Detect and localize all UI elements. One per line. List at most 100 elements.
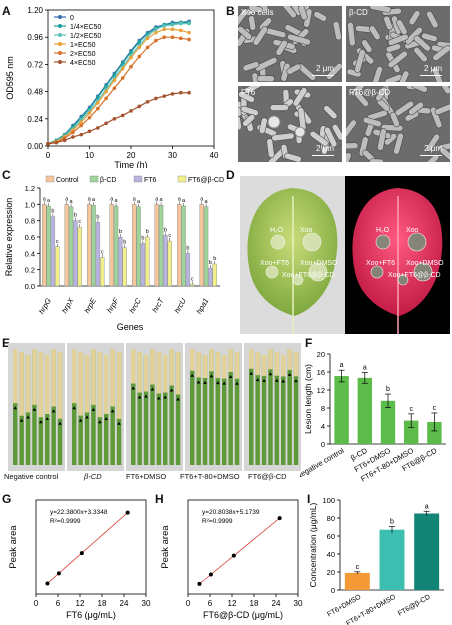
data-point xyxy=(179,21,183,26)
bacterium-cell xyxy=(346,119,357,139)
bacterium-cell xyxy=(387,50,408,69)
data-point xyxy=(145,36,150,41)
bar xyxy=(95,222,101,287)
x-tick-label: 0 xyxy=(186,599,191,608)
bacterium-cell xyxy=(248,15,257,31)
lesion-region xyxy=(156,352,162,394)
significance-letter: b xyxy=(141,236,144,242)
rice-leaf xyxy=(215,352,221,465)
bacterium-cell xyxy=(238,26,253,40)
significance-letter: a xyxy=(178,196,182,202)
lesion-arrow xyxy=(110,409,115,413)
lesion-region xyxy=(32,349,37,405)
legend-label: 1/4×EC50 xyxy=(70,24,101,31)
lesion-region xyxy=(110,349,115,407)
lesion-arrow xyxy=(228,374,233,378)
lesion-arrow xyxy=(190,373,194,377)
lesion-region xyxy=(222,355,227,379)
panel-letter-b: B xyxy=(226,4,235,18)
panel-letter-g: G xyxy=(2,492,12,506)
series-line xyxy=(47,92,190,145)
data-point xyxy=(56,571,61,576)
bacterium-cell xyxy=(372,65,383,82)
bacterium-cell xyxy=(369,6,392,13)
data-point xyxy=(277,516,282,521)
data-point xyxy=(71,135,75,139)
lesion-arrow xyxy=(216,381,220,385)
bar xyxy=(212,263,217,287)
rice-leaf xyxy=(32,349,37,465)
lesion-region xyxy=(274,352,280,376)
lesion-arrow xyxy=(196,380,201,384)
inoculation-spot xyxy=(407,232,427,252)
bar xyxy=(100,257,105,287)
rice-leaf-photos: Negative control β-CD FT6+DMSO FT6+T-80+… xyxy=(4,343,303,483)
lesion-arrow xyxy=(294,379,298,383)
rice-leaf xyxy=(234,352,240,465)
bacterium-cell xyxy=(413,46,428,63)
lesion-region xyxy=(72,349,77,404)
bacterium-cell xyxy=(432,45,450,61)
legend-swatch xyxy=(177,175,187,183)
lesion-region xyxy=(293,352,299,377)
bar xyxy=(208,267,213,287)
y-tick-label: 0.00 xyxy=(27,142,43,151)
bar xyxy=(68,206,74,287)
legend-swatch xyxy=(89,175,99,183)
bacterium-cell xyxy=(238,8,249,27)
bacterium-cell xyxy=(434,103,450,116)
significance-letter: c xyxy=(56,239,59,245)
x-tick-label: 30 xyxy=(294,599,303,608)
significance-letter: a xyxy=(115,198,119,204)
rice-leaf xyxy=(228,349,233,465)
x-tick-label: 20 xyxy=(127,151,136,160)
bacterium-cell xyxy=(353,90,369,107)
leaf-label-h2o: H₂O xyxy=(376,227,390,234)
sem-label-ft6-beta-cd: FT6@β-CD xyxy=(349,88,391,97)
bar xyxy=(414,513,440,590)
lesion-arrow xyxy=(157,396,161,400)
bar xyxy=(357,377,372,444)
legend-label: 2×EC50 xyxy=(70,51,96,58)
lesion-arrow xyxy=(98,420,102,424)
bacterium-cell xyxy=(332,21,342,41)
significance-letter: c xyxy=(433,405,437,412)
significance-letter: a xyxy=(110,196,114,202)
data-point xyxy=(87,115,92,120)
data-point xyxy=(162,27,166,32)
bar xyxy=(46,205,51,287)
legend-label: 1×EC50 xyxy=(70,42,96,49)
bacterium-cell xyxy=(347,21,356,47)
bar xyxy=(87,204,92,287)
y-tick-label: 0.4 xyxy=(25,249,35,258)
rice-leaf xyxy=(91,349,96,465)
regression-equation: y=22.3800x+3.3348 xyxy=(50,509,108,516)
x-tick-label: 24 xyxy=(120,599,129,608)
y-tick-label: 0 xyxy=(321,440,325,449)
y-tick-label: 0.0 xyxy=(25,282,35,291)
scale-label: 2 μm xyxy=(424,144,442,153)
legend-label: FT6@β-CD xyxy=(188,177,224,184)
data-point xyxy=(187,37,191,42)
data-point xyxy=(96,126,100,130)
bar xyxy=(122,247,127,287)
rice-leaf xyxy=(209,349,214,465)
data-point xyxy=(71,130,75,135)
inoculation-spot xyxy=(413,262,433,282)
lesion-region xyxy=(261,355,267,376)
lesion-region xyxy=(78,352,83,416)
data-point xyxy=(162,24,166,28)
bacterium-cell xyxy=(271,132,295,142)
data-point xyxy=(154,96,158,101)
bacterium-cell xyxy=(286,63,302,75)
legend-marker xyxy=(58,60,62,64)
bar xyxy=(91,204,96,287)
lesion-region xyxy=(281,355,286,377)
scale-bar xyxy=(420,155,442,156)
lesion-arrow xyxy=(255,378,260,382)
data-point xyxy=(87,129,92,134)
panel-letter-a: A xyxy=(2,4,11,18)
significance-letter: a xyxy=(160,197,164,203)
data-point xyxy=(104,84,108,88)
lesion-arrow xyxy=(262,378,266,382)
